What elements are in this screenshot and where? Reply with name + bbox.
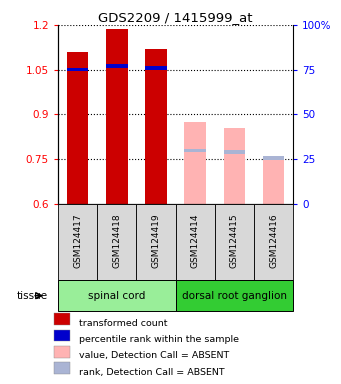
Bar [145,49,167,204]
Text: GSM124417: GSM124417 [73,213,82,268]
Bar [224,127,245,204]
Bar [54,346,70,358]
Bar [263,157,284,160]
Bar [263,158,284,204]
Text: GSM124415: GSM124415 [230,213,239,268]
Bar [176,280,293,311]
Bar [106,30,128,204]
Text: tissue: tissue [17,291,48,301]
Bar [184,149,206,152]
Bar [254,204,293,280]
Bar [67,68,88,71]
Bar [136,204,176,280]
Bar [145,66,167,70]
Bar [58,280,176,311]
Text: value, Detection Call = ABSENT: value, Detection Call = ABSENT [79,351,230,360]
Bar [54,362,70,374]
Bar [67,52,88,204]
Bar [97,204,136,280]
Title: GDS2209 / 1415999_at: GDS2209 / 1415999_at [98,11,253,24]
Bar [54,313,70,325]
Text: GSM124419: GSM124419 [151,213,161,268]
Bar [54,329,70,341]
Bar [176,204,215,280]
Text: percentile rank within the sample: percentile rank within the sample [79,335,239,344]
Bar [224,150,245,154]
Bar [106,64,128,68]
Text: rank, Detection Call = ABSENT: rank, Detection Call = ABSENT [79,367,225,376]
Text: dorsal root ganglion: dorsal root ganglion [182,291,287,301]
Text: GSM124418: GSM124418 [112,213,121,268]
Text: GSM124416: GSM124416 [269,213,278,268]
Bar [215,204,254,280]
Bar [184,122,206,204]
Text: transformed count: transformed count [79,319,168,328]
Text: spinal cord: spinal cord [88,291,146,301]
Text: GSM124414: GSM124414 [191,213,200,268]
Bar [58,204,97,280]
